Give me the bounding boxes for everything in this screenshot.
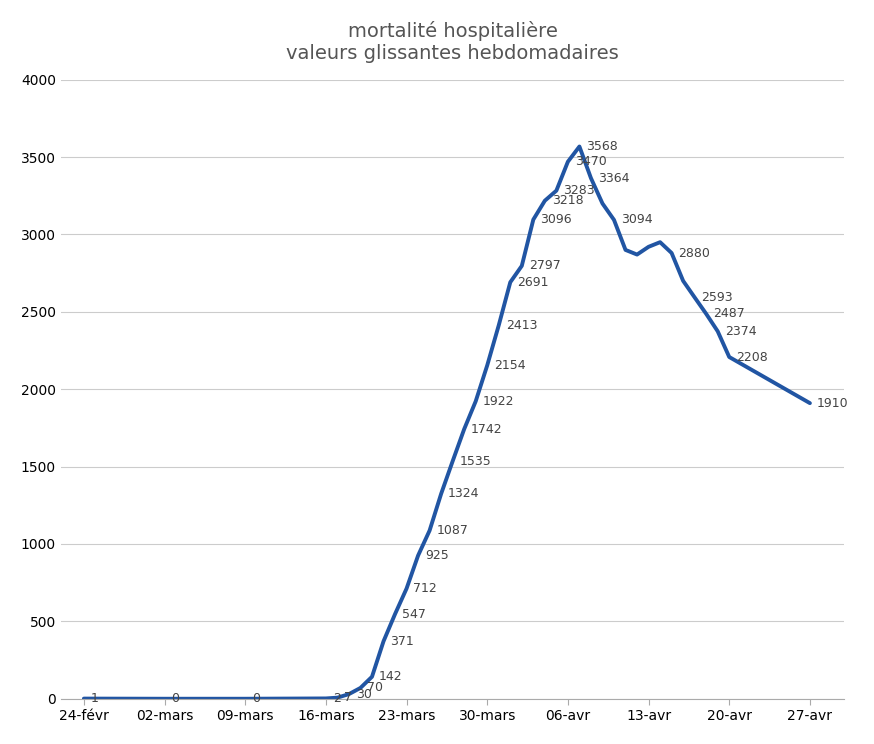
Text: 925: 925 — [425, 549, 448, 562]
Text: 1324: 1324 — [448, 487, 480, 500]
Text: 3568: 3568 — [586, 140, 618, 153]
Text: 0: 0 — [253, 692, 260, 705]
Text: 3283: 3283 — [564, 184, 595, 197]
Text: 712: 712 — [413, 582, 437, 595]
Text: 2374: 2374 — [725, 325, 756, 338]
Text: 2880: 2880 — [678, 246, 711, 260]
Text: 547: 547 — [402, 608, 426, 620]
Text: 2208: 2208 — [736, 350, 768, 364]
Text: 7: 7 — [344, 691, 352, 704]
Title: mortalité hospitalière
valeurs glissantes hebdomadaires: mortalité hospitalière valeurs glissante… — [287, 21, 619, 62]
Text: 1910: 1910 — [817, 397, 849, 410]
Text: 0: 0 — [171, 692, 179, 705]
Text: 2691: 2691 — [517, 276, 549, 289]
Text: 1742: 1742 — [471, 423, 503, 436]
Text: 1: 1 — [91, 692, 99, 705]
Text: 2413: 2413 — [506, 318, 538, 332]
Text: 3218: 3218 — [551, 194, 584, 207]
Text: 3364: 3364 — [598, 172, 629, 185]
Text: 371: 371 — [391, 635, 414, 648]
Text: 2: 2 — [333, 692, 341, 705]
Text: 3094: 3094 — [621, 214, 653, 226]
Text: 70: 70 — [367, 682, 384, 694]
Text: 2487: 2487 — [713, 307, 745, 321]
Text: 1922: 1922 — [482, 395, 514, 408]
Text: 2593: 2593 — [702, 291, 733, 304]
Text: 30: 30 — [356, 687, 371, 701]
Text: 1087: 1087 — [436, 524, 468, 537]
Text: 1535: 1535 — [460, 455, 491, 468]
Text: 2154: 2154 — [494, 359, 526, 372]
Text: 3470: 3470 — [575, 155, 607, 168]
Text: 142: 142 — [379, 670, 403, 683]
Text: 3096: 3096 — [540, 213, 572, 226]
Text: 2797: 2797 — [529, 260, 560, 272]
